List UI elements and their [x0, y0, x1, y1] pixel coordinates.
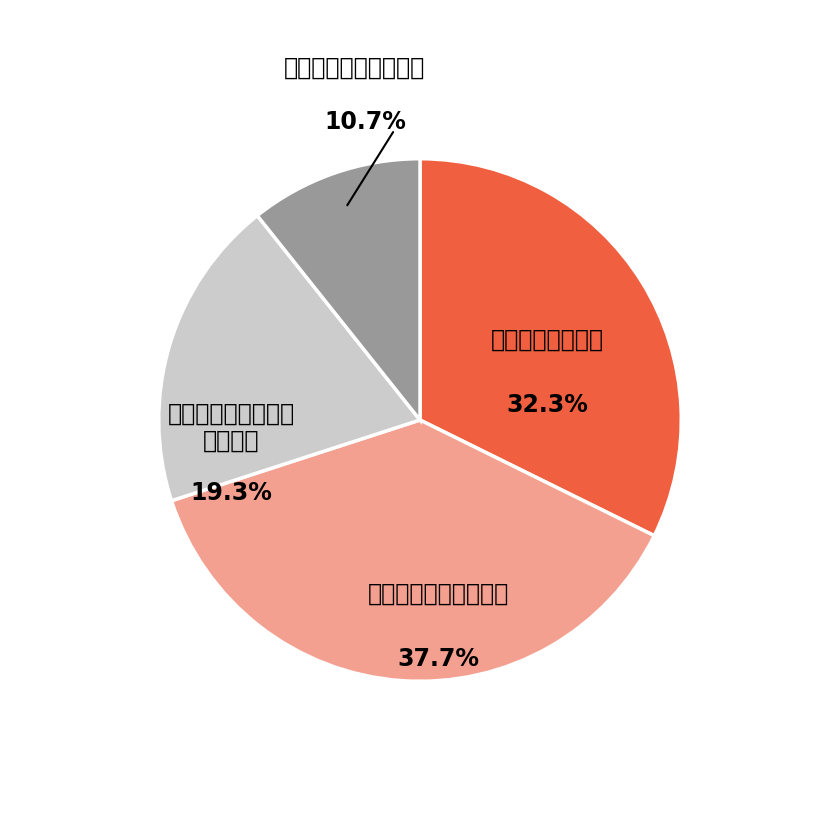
Text: 10.7%: 10.7%	[324, 110, 407, 134]
Text: あまり応援したいと
思わない: あまり応援したいと 思わない	[168, 402, 295, 453]
Text: 32.3%: 32.3%	[506, 393, 588, 417]
Text: 応援したいと思わない: 応援したいと思わない	[284, 56, 425, 80]
Text: 37.7%: 37.7%	[397, 648, 479, 671]
Wedge shape	[257, 159, 420, 420]
Wedge shape	[420, 159, 681, 536]
Text: 19.3%: 19.3%	[191, 480, 272, 505]
Text: 応援したいと思う: 応援したいと思う	[491, 328, 603, 352]
Text: やや応援したいと思う: やや応援したいと思う	[368, 582, 509, 606]
Wedge shape	[159, 216, 420, 501]
Wedge shape	[171, 420, 654, 681]
